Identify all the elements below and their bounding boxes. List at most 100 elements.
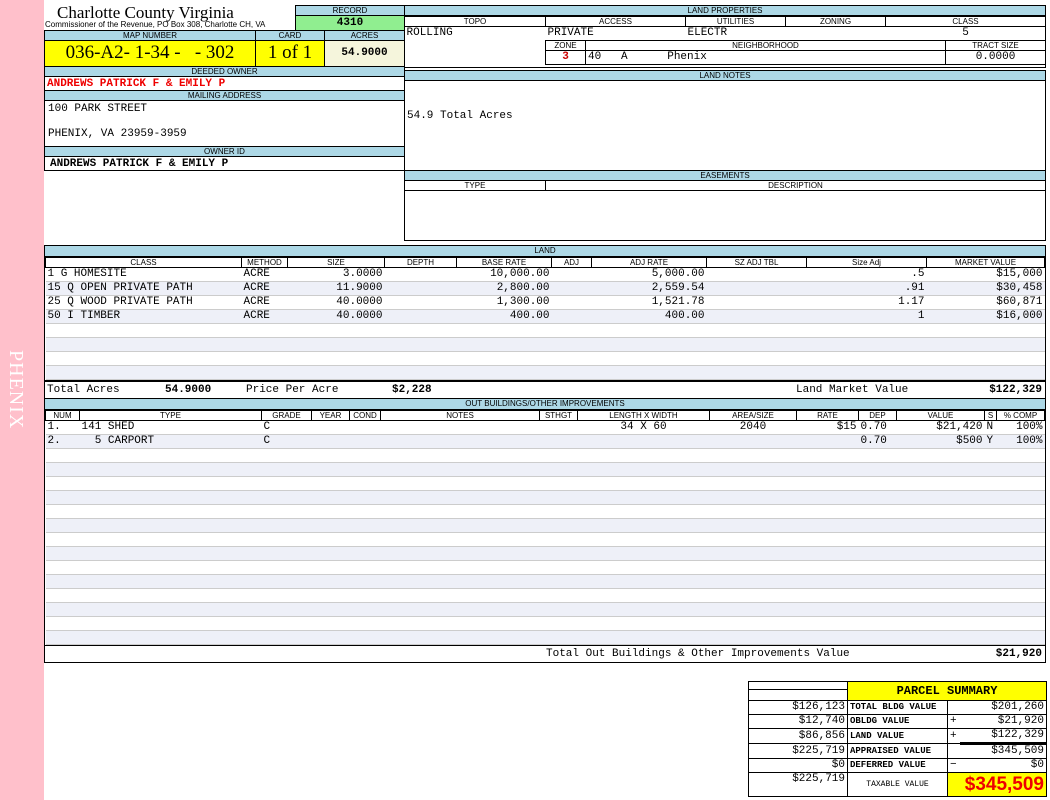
summary-label: APPRAISED VALUE: [847, 743, 948, 759]
outbuilding-cell: [79, 630, 262, 645]
outbuilding-cell: [996, 602, 1045, 617]
zone-table: ZONE NEIGHBORHOOD TRACT SIZE 3 40 A Phenix 0…: [545, 40, 1046, 65]
outbuilding-cell: $500: [896, 434, 985, 449]
land-cell: 5,000.00: [591, 267, 707, 282]
parcel-summary: PARCEL SUMMARY $126,123 TOTAL BLDG VALUE $…: [748, 681, 1047, 797]
acres-value: 54.9000: [324, 40, 405, 67]
parcel-summary-title: PARCEL SUMMARY: [847, 681, 1047, 701]
outbuilding-cell: [539, 518, 578, 533]
outbuilding-cell: [896, 462, 985, 477]
summary-row: $225,719 APPRAISED VALUE $345,509: [748, 743, 1047, 759]
summary-operator: +: [947, 714, 960, 729]
outbuilding-cell: C: [261, 420, 312, 435]
outbuilding-cell: [709, 434, 797, 449]
outbuilding-cell: [539, 574, 578, 589]
outbuilding-row: [45, 476, 1045, 491]
land-cell: [591, 323, 707, 338]
outbuilding-cell: [709, 560, 797, 575]
outbuilding-column-header: COND: [349, 410, 381, 421]
summary-row: $12,740 OBLDG VALUE + $21,920: [748, 714, 1047, 729]
outbuilding-cell: [577, 616, 710, 631]
outbuilding-cell: [79, 588, 262, 603]
land-cell: 1,300.00: [456, 295, 552, 310]
outbuilding-row: [45, 574, 1045, 589]
outbuilding-cell: [984, 532, 997, 547]
outbuilding-row: [45, 560, 1045, 575]
outbuilding-cell: 0.70: [858, 420, 897, 435]
outbuilding-cell: [577, 434, 710, 449]
outbuilding-cell: [984, 518, 997, 533]
outbuilding-cell: [996, 588, 1045, 603]
outbuilding-cell: [577, 560, 710, 575]
land-column-header: BASE RATE: [456, 257, 552, 268]
office-address: Commissioner of the Revenue, PO Box 308,…: [45, 20, 266, 29]
outbuilding-cell: 1.: [45, 420, 80, 435]
land-cell: [591, 351, 707, 366]
land-column-header: ADJ RATE: [591, 257, 707, 268]
outbuilding-cell: [577, 546, 710, 561]
address-line-1: 100 PARK STREET: [48, 103, 148, 115]
land-cell: [551, 267, 592, 282]
outbuilding-cell: [380, 616, 540, 631]
land-properties-title: LAND PROPERTIES: [404, 5, 1046, 16]
outbuilding-cell: [539, 490, 578, 505]
outbuilding-row: [45, 448, 1045, 463]
land-title: LAND: [45, 246, 1045, 257]
outbuilding-cell: [539, 462, 578, 477]
outbuilding-cell: [349, 518, 381, 533]
outbuildings-section: OUT BUILDINGS/OTHER IMPROVEMENTS NUM TYPE…: [44, 398, 1046, 663]
land-cell: [551, 281, 592, 296]
land-cell: [926, 337, 1045, 352]
land-market-value: $122,329: [989, 384, 1042, 396]
outbuilding-column-header: DEP: [858, 410, 897, 421]
land-cell: .5: [806, 267, 927, 282]
outbuilding-cell: [349, 476, 381, 491]
outbuilding-cell: [79, 462, 262, 477]
outbuilding-cell: $21,420: [896, 420, 985, 435]
outbuilding-cell: [311, 490, 350, 505]
outbuilding-cell: [539, 448, 578, 463]
land-cell: 2,800.00: [456, 281, 552, 296]
land-cell: ACRE: [241, 295, 288, 310]
outbuilding-cell: [380, 448, 540, 463]
outbuilding-row: [45, 616, 1045, 631]
land-cell: [706, 295, 807, 310]
outbuilding-cell: [896, 602, 985, 617]
outbuilding-cell: [261, 630, 312, 645]
tract-size-label: TRACT SIZE: [945, 40, 1046, 51]
land-row: 15 Q OPEN PRIVATE PATH ACRE 11.9000 2,800.0…: [45, 281, 1045, 296]
land-cell: 11.9000: [287, 281, 385, 296]
outbuilding-cell: [311, 560, 350, 575]
outbuilding-cell: [539, 588, 578, 603]
outbuilding-cell: [261, 616, 312, 631]
outbuildings-total-label: Total Out Buildings & Other Improvements…: [546, 648, 850, 660]
outbuilding-cell: [79, 574, 262, 589]
outbuilding-cell: [896, 448, 985, 463]
land-column-header: DEPTH: [384, 257, 457, 268]
taxable-label: TAXABLE VALUE: [847, 772, 948, 797]
outbuilding-cell: [577, 588, 710, 603]
county-title: Charlotte County Virginia: [57, 3, 234, 22]
utilities-value: ELECTR: [687, 27, 728, 40]
outbuilding-cell: [45, 462, 80, 477]
outbuilding-cell: [709, 490, 797, 505]
outbuilding-cell: $15: [796, 420, 859, 435]
outbuilding-cell: [539, 560, 578, 575]
outbuilding-cell: [311, 630, 350, 645]
outbuilding-cell: [311, 518, 350, 533]
outbuilding-cell: [577, 462, 710, 477]
outbuilding-cell: [311, 462, 350, 477]
land-cell: [706, 351, 807, 366]
outbuilding-cell: [261, 574, 312, 589]
outbuilding-cell: [45, 518, 80, 533]
outbuilding-cell: [45, 560, 80, 575]
land-cell: [456, 323, 552, 338]
outbuilding-cell: [996, 518, 1045, 533]
outbuilding-cell: [79, 546, 262, 561]
outbuilding-cell: [796, 490, 859, 505]
land-cell: 10,000.00: [456, 267, 552, 282]
land-column-header: METHOD: [241, 257, 288, 268]
land-cell: [706, 365, 807, 380]
land-cell: ACRE: [241, 267, 288, 282]
outbuilding-cell: 0.70: [858, 434, 897, 449]
